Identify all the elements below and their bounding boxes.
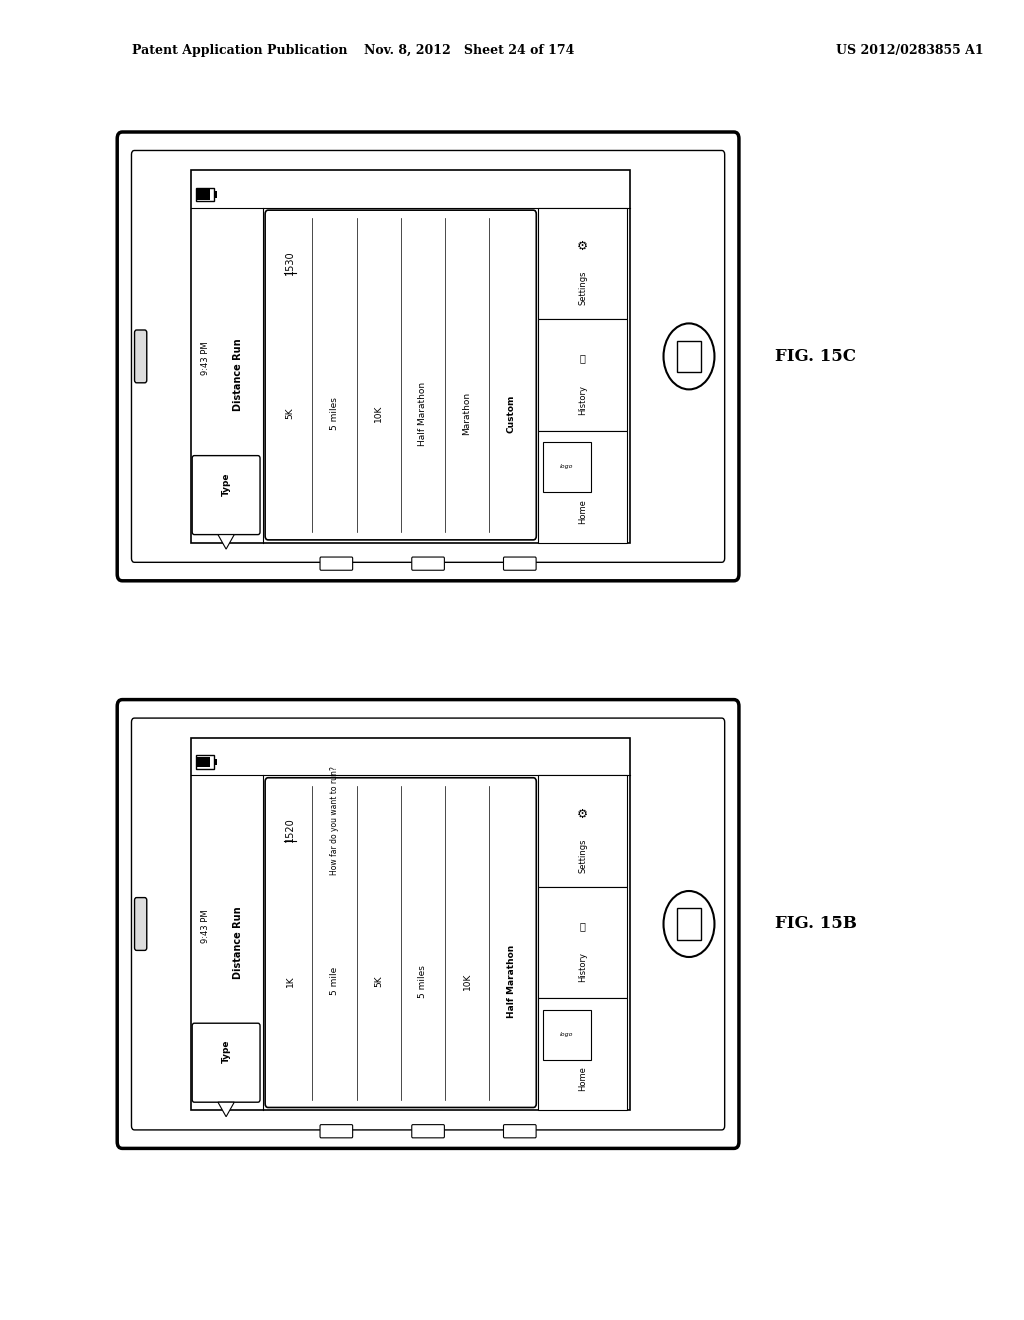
FancyBboxPatch shape — [321, 557, 352, 570]
Bar — [194, 528, 197, 532]
FancyBboxPatch shape — [193, 455, 260, 535]
Text: @: @ — [210, 1092, 216, 1097]
Text: Nov. 8, 2012   Sheet 24 of 174: Nov. 8, 2012 Sheet 24 of 174 — [364, 44, 574, 57]
Text: Half Marathon: Half Marathon — [418, 381, 427, 446]
Text: 1530: 1530 — [286, 249, 295, 275]
Text: 9:43 PM: 9:43 PM — [201, 342, 210, 375]
Text: logo: logo — [560, 465, 573, 469]
Circle shape — [664, 891, 715, 957]
Text: 5K: 5K — [374, 975, 383, 987]
Bar — [543, 1010, 592, 1060]
Text: 5K: 5K — [286, 408, 295, 420]
Text: ⚙: ⚙ — [577, 240, 588, 253]
Text: Settings: Settings — [579, 271, 587, 305]
Bar — [196, 755, 214, 768]
FancyBboxPatch shape — [321, 1125, 352, 1138]
Text: Settings: Settings — [579, 838, 587, 873]
Text: 5 mile: 5 mile — [330, 968, 339, 995]
Bar — [539, 430, 627, 543]
Text: FIG. 15B: FIG. 15B — [774, 916, 856, 932]
Bar — [677, 908, 701, 940]
Bar — [214, 759, 217, 766]
Text: 🚶: 🚶 — [580, 921, 586, 931]
FancyBboxPatch shape — [412, 557, 444, 570]
Text: Type: Type — [221, 473, 230, 496]
FancyBboxPatch shape — [131, 718, 725, 1130]
Bar — [539, 998, 627, 1110]
Text: ⚙: ⚙ — [577, 808, 588, 821]
Text: Home: Home — [579, 1067, 587, 1092]
Text: US 2012/0283855 A1: US 2012/0283855 A1 — [836, 44, 983, 57]
Bar — [197, 756, 210, 767]
Text: 10K: 10K — [463, 973, 471, 990]
Text: 10K: 10K — [374, 405, 383, 422]
Text: Custom: Custom — [507, 395, 516, 433]
Bar — [196, 187, 214, 201]
Text: Patent Application Publication: Patent Application Publication — [132, 44, 348, 57]
Bar — [198, 524, 201, 532]
Bar — [543, 442, 592, 492]
FancyBboxPatch shape — [504, 557, 537, 570]
FancyBboxPatch shape — [265, 777, 537, 1107]
FancyBboxPatch shape — [117, 132, 739, 581]
Text: DEF: DEF — [197, 1028, 206, 1044]
FancyBboxPatch shape — [134, 330, 146, 383]
Bar — [539, 887, 627, 998]
Text: Distance Run: Distance Run — [232, 907, 243, 979]
Text: How far do you want to run?: How far do you want to run? — [330, 766, 339, 875]
Bar — [194, 1096, 197, 1100]
Bar — [677, 341, 701, 372]
Text: 5 miles: 5 miles — [418, 965, 427, 998]
FancyBboxPatch shape — [504, 1125, 537, 1138]
Bar — [206, 516, 209, 532]
Bar — [206, 1084, 209, 1100]
FancyBboxPatch shape — [131, 150, 725, 562]
FancyBboxPatch shape — [265, 210, 537, 540]
Polygon shape — [218, 1102, 234, 1117]
Text: FIG. 15C: FIG. 15C — [774, 348, 856, 364]
Text: DEF: DEF — [197, 461, 206, 477]
Text: Half Marathon: Half Marathon — [507, 945, 516, 1018]
Bar — [190, 738, 630, 1110]
Circle shape — [664, 323, 715, 389]
Text: 1520: 1520 — [286, 817, 295, 842]
Text: Marathon: Marathon — [463, 392, 471, 436]
Polygon shape — [218, 535, 234, 549]
Text: Distance Run: Distance Run — [232, 339, 243, 412]
Text: 9:43 PM: 9:43 PM — [201, 909, 210, 942]
FancyBboxPatch shape — [134, 898, 146, 950]
Text: 🚶: 🚶 — [580, 354, 586, 363]
Bar — [539, 775, 627, 887]
Text: logo: logo — [560, 1032, 573, 1036]
Bar — [214, 191, 217, 198]
Text: History: History — [579, 384, 587, 414]
Bar — [198, 1092, 201, 1100]
Text: 5 miles: 5 miles — [330, 397, 339, 430]
Text: @: @ — [210, 524, 216, 529]
Text: Home: Home — [579, 499, 587, 524]
FancyBboxPatch shape — [412, 1125, 444, 1138]
Text: 1K: 1K — [286, 975, 295, 987]
FancyBboxPatch shape — [117, 700, 739, 1148]
Bar — [539, 319, 627, 430]
Bar — [190, 170, 630, 543]
Bar — [197, 189, 210, 199]
Text: Type: Type — [221, 1040, 230, 1064]
Bar — [202, 520, 205, 532]
Text: History: History — [579, 952, 587, 982]
Bar — [202, 1088, 205, 1100]
Bar — [539, 207, 627, 319]
FancyBboxPatch shape — [193, 1023, 260, 1102]
